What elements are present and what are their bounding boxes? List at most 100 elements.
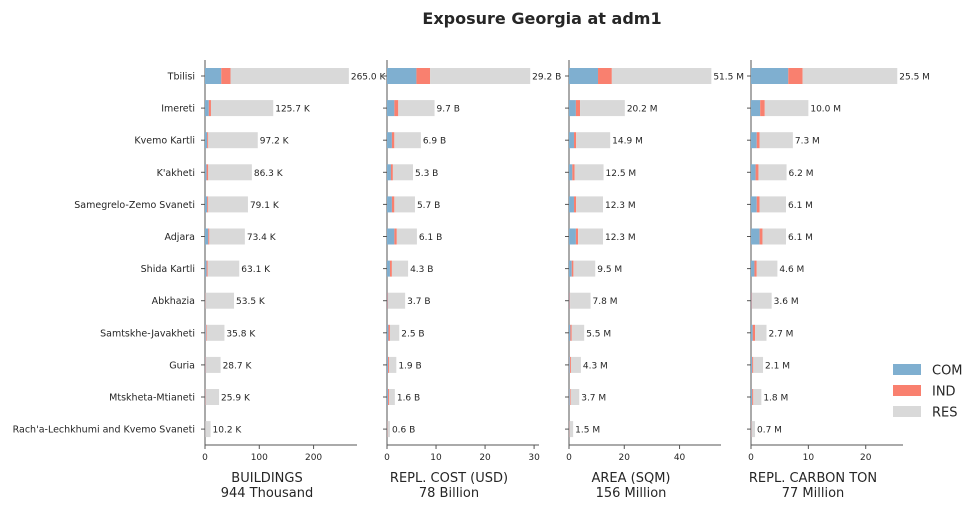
bar-ind-samtskhe-javakheti	[570, 324, 572, 341]
bar-com-abkhazia	[751, 292, 752, 309]
bar-com-adjara	[569, 228, 576, 245]
bar-ind-tbilisi	[598, 68, 612, 84]
value-label-mtskheta-mtianeti: 1.8 M	[763, 394, 788, 404]
value-label-imereti: 9.7 B	[437, 105, 460, 115]
value-label-guria: 4.3 M	[583, 361, 608, 371]
value-label-imereti: 10.0 M	[810, 105, 841, 115]
category-label-shida-kartli: Shida Kartli	[141, 264, 195, 275]
category-label-imereti: Imereti	[161, 104, 195, 115]
legend-item-com[interactable]: COM	[893, 364, 963, 379]
value-label-imereti: 125.7 K	[275, 105, 311, 115]
bar-com-samegrelo-zemo-svaneti	[569, 196, 574, 213]
legend-label-com: COM	[932, 364, 963, 379]
bar-res-kvemo-kartli	[759, 132, 793, 149]
bar-com-mtskheta-mtianeti	[751, 389, 753, 405]
x-tick-label: 0	[384, 453, 390, 463]
x-axis-subtitle: 78 Billion	[419, 486, 479, 501]
value-label-samegrelo-zemo-svaneti: 5.7 B	[417, 201, 440, 211]
bar-ind-k-akheti	[572, 164, 575, 181]
value-label-rach-a-lechkhumi-and-kvemo-svaneti: 10.2 K	[213, 426, 243, 436]
bar-res-shida-kartli	[573, 260, 596, 277]
bar-res-kvemo-kartli	[576, 132, 611, 149]
bar-res-abkhazia	[752, 292, 772, 309]
bar-res-samtskhe-javakheti	[206, 324, 225, 341]
x-tick-label: 10	[430, 453, 442, 463]
x-axis-title: REPL. COST (USD)	[390, 471, 508, 486]
value-label-tbilisi: 265.0 K	[351, 73, 387, 83]
category-label-samtskhe-javakheti: Samtskhe-Javakheti	[100, 328, 195, 339]
legend-item-res[interactable]: RES	[893, 406, 958, 421]
x-tick-label: 10	[803, 453, 815, 463]
bar-res-mtskheta-mtianeti	[753, 389, 762, 405]
value-label-abkhazia: 7.8 M	[593, 297, 618, 307]
value-label-adjara: 12.3 M	[605, 233, 636, 243]
x-tick-label: 0	[748, 453, 754, 463]
value-label-abkhazia: 3.7 B	[407, 297, 430, 307]
value-label-kvemo-kartli: 14.9 M	[612, 137, 643, 147]
bar-ind-k-akheti	[755, 164, 759, 181]
bar-com-guria	[569, 356, 570, 373]
x-axis-subtitle: 156 Million	[596, 486, 667, 501]
bar-ind-kvemo-kartli	[391, 132, 395, 149]
bar-res-shida-kartli	[756, 260, 778, 277]
x-axis-title: REPL. CARBON TON	[749, 471, 877, 486]
value-label-abkhazia: 53.5 K	[236, 297, 266, 307]
bar-ind-imereti	[575, 100, 581, 117]
panel-repl-cost-usd: 0 10 20 30 29.2 B 9.7 B 6.9 B 5.3 B 5.7 B 6.1 B 4.…	[383, 60, 561, 501]
bar-res-samegrelo-zemo-svaneti	[576, 196, 603, 213]
bar-res-adjara	[209, 228, 245, 245]
value-label-kvemo-kartli: 97.2 K	[260, 137, 290, 147]
bar-res-k-akheti	[392, 164, 413, 181]
x-tick-label: 200	[305, 453, 322, 463]
category-labels: Tbilisi Imereti Kvemo Kartli K'akheti Samegr…	[13, 72, 195, 436]
bar-com-imereti	[569, 100, 576, 117]
bar-ind-mtskheta-mtianeti	[752, 389, 754, 405]
panel-buildings: 0 100 200 265.0 K 125.7 K 97.2 K 86.3 K 79.1 K 7…	[201, 60, 386, 501]
bar-com-shida-kartli	[387, 260, 390, 277]
bar-ind-imereti	[760, 100, 765, 117]
bar-com-samegrelo-zemo-svaneti	[751, 196, 757, 213]
x-axis-subtitle: 944 Thousand	[221, 486, 314, 501]
category-label-k-akheti: K'akheti	[157, 168, 195, 179]
value-label-tbilisi: 29.2 B	[532, 73, 561, 83]
bar-com-kvemo-kartli	[205, 132, 208, 149]
panel-repl-carbon-ton: 0 10 20 25.5 M 10.0 M 7.3 M 6.2 M 6.1 M 6.1 M 4.6…	[747, 60, 930, 501]
legend[interactable]: COM IND RES	[893, 364, 963, 421]
bar-res-shida-kartli	[391, 260, 409, 277]
bar-com-k-akheti	[205, 164, 207, 181]
bar-ind-samegrelo-zemo-svaneti	[756, 196, 760, 213]
value-label-mtskheta-mtianeti: 1.6 B	[397, 394, 420, 404]
legend-item-ind[interactable]: IND	[893, 385, 956, 400]
category-label-rach-a-lechkhumi-and-kvemo-svaneti: Rach'a-Lechkhumi and Kvemo Svaneti	[13, 425, 195, 436]
bar-res-adjara	[762, 228, 786, 245]
bar-com-adjara	[751, 228, 760, 245]
bar-ind-imereti	[394, 100, 399, 117]
bar-res-adjara	[396, 228, 417, 245]
value-label-samtskhe-javakheti: 5.5 M	[586, 329, 611, 339]
bar-ind-shida-kartli	[389, 260, 392, 277]
bar-res-samegrelo-zemo-svaneti	[759, 196, 786, 213]
bar-res-abkhazia	[387, 292, 406, 309]
x-tick-label: 0	[202, 453, 208, 463]
bar-res-samegrelo-zemo-svaneti	[208, 196, 248, 213]
bar-ind-tbilisi	[416, 68, 431, 84]
bar-ind-guria	[752, 356, 754, 373]
bar-res-k-akheti	[574, 164, 604, 181]
legend-label-res: RES	[932, 406, 958, 421]
bar-com-k-akheti	[569, 164, 573, 181]
value-label-guria: 1.9 B	[398, 361, 421, 371]
legend-swatch-ind	[893, 385, 921, 396]
value-label-guria: 28.7 K	[223, 361, 253, 371]
bar-ind-adjara	[208, 228, 210, 245]
bar-res-rach-a-lechkhumi-and-kvemo-svaneti	[387, 421, 390, 438]
value-label-abkhazia: 3.6 M	[774, 297, 799, 307]
value-label-k-akheti: 5.3 B	[415, 169, 438, 179]
bar-com-k-akheti	[751, 164, 756, 181]
bar-ind-samtskhe-javakheti	[388, 324, 390, 341]
bar-res-samtskhe-javakheti	[571, 324, 585, 341]
bar-res-shida-kartli	[207, 260, 240, 277]
bar-ind-kvemo-kartli	[207, 132, 209, 149]
bar-com-kvemo-kartli	[751, 132, 757, 149]
